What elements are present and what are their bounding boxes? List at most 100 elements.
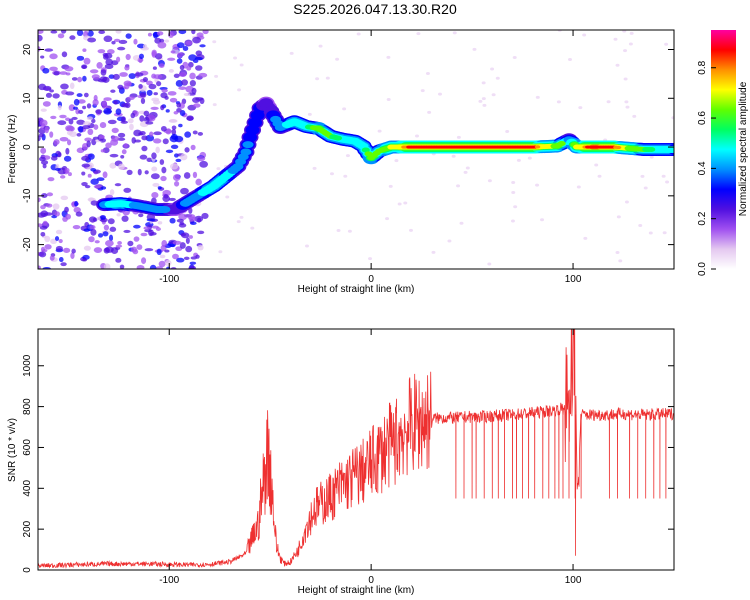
noise-speckle <box>176 107 182 113</box>
noise-speckle <box>83 245 92 251</box>
noise-speckle <box>665 180 670 184</box>
noise-speckle <box>160 104 165 111</box>
noise-speckle <box>199 44 206 48</box>
noise-speckle <box>107 119 117 125</box>
noise-speckle <box>62 247 71 253</box>
noise-speckle <box>195 65 203 71</box>
noise-speckle <box>138 213 144 218</box>
noise-speckle <box>495 76 500 80</box>
noise-speckle <box>414 134 419 138</box>
noise-speckle <box>188 235 193 239</box>
noise-speckle <box>567 58 572 62</box>
noise-speckle <box>156 31 164 36</box>
noise-speckle <box>75 211 83 217</box>
noise-speckle <box>96 216 102 221</box>
noise-speckle <box>185 245 193 253</box>
noise-speckle <box>136 264 145 269</box>
noise-speckle <box>101 186 107 190</box>
noise-speckle <box>151 97 160 102</box>
noise-speckle <box>83 228 90 232</box>
noise-speckle <box>120 154 125 159</box>
noise-speckle <box>648 231 653 235</box>
noise-speckle <box>403 201 408 205</box>
noise-speckle <box>39 119 48 127</box>
ridge-blob <box>334 135 343 141</box>
snr-background <box>38 329 674 570</box>
noise-speckle <box>50 115 57 120</box>
noise-speckle <box>157 221 163 225</box>
noise-speckle <box>129 123 134 131</box>
noise-speckle <box>38 30 44 34</box>
noise-speckle <box>102 231 109 237</box>
noise-speckle <box>165 259 172 267</box>
noise-speckle <box>57 33 65 39</box>
noise-speckle <box>89 69 99 74</box>
noise-speckle <box>194 56 203 61</box>
noise-speckle <box>169 163 179 170</box>
noise-speckle <box>199 160 209 168</box>
noise-speckle <box>77 99 86 104</box>
noise-speckle <box>155 227 161 231</box>
noise-speckle <box>42 220 48 226</box>
y-tick-label: 1000 <box>22 354 33 377</box>
noise-speckle <box>182 46 189 51</box>
noise-speckle <box>388 184 393 188</box>
noise-speckle <box>157 41 167 49</box>
noise-speckle <box>176 42 185 49</box>
noise-speckle <box>148 229 154 237</box>
noise-speckle <box>175 158 182 163</box>
noise-speckle <box>512 55 517 59</box>
noise-speckle <box>125 33 132 39</box>
noise-speckle <box>664 42 669 46</box>
noise-speckle <box>111 127 119 134</box>
noise-speckle <box>60 30 67 34</box>
noise-speckle <box>198 72 208 78</box>
noise-speckle <box>38 135 41 142</box>
noise-speckle <box>147 32 152 37</box>
noise-speckle <box>121 103 129 108</box>
spectrogram-frame <box>37 29 675 270</box>
noise-speckle <box>93 124 99 130</box>
noise-speckle <box>86 140 91 148</box>
noise-speckle <box>49 53 58 60</box>
x-tick-label: -100 <box>159 575 179 586</box>
noise-speckle <box>38 223 43 227</box>
noise-speckle <box>44 126 49 134</box>
noise-speckle <box>74 200 79 207</box>
noise-speckle <box>191 30 196 35</box>
noise-speckle <box>38 251 47 258</box>
noise-speckle <box>115 257 122 263</box>
noise-speckle <box>427 110 432 114</box>
noise-speckle <box>50 238 58 245</box>
noise-speckle <box>160 175 167 182</box>
noise-speckle <box>629 31 634 35</box>
noise-speckle <box>197 244 204 251</box>
noise-speckle <box>55 167 61 172</box>
noise-speckle <box>91 118 96 124</box>
noise-speckle <box>142 76 149 83</box>
noise-speckle <box>304 244 309 248</box>
noise-speckle <box>162 138 169 145</box>
noise-speckle <box>168 197 176 201</box>
noise-speckle <box>197 230 205 235</box>
noise-speckle <box>110 139 119 146</box>
noise-speckle <box>42 101 51 107</box>
noise-speckle <box>170 133 178 140</box>
noise-speckle <box>452 31 457 35</box>
noise-speckle <box>165 149 174 154</box>
noise-speckle <box>109 226 117 232</box>
noise-speckle <box>87 37 97 43</box>
noise-speckle <box>44 235 51 243</box>
noise-speckle <box>463 170 468 174</box>
noise-speckle <box>64 167 70 174</box>
noise-speckle <box>175 80 183 87</box>
noise-speckle <box>40 204 46 210</box>
noise-speckle <box>535 183 540 187</box>
noise-speckle <box>171 128 177 136</box>
noise-speckle <box>41 248 48 253</box>
noise-speckle <box>123 229 131 233</box>
noise-speckle <box>76 119 86 125</box>
noise-speckle <box>82 105 87 110</box>
noise-speckle <box>185 237 190 245</box>
noise-speckle <box>510 219 515 223</box>
